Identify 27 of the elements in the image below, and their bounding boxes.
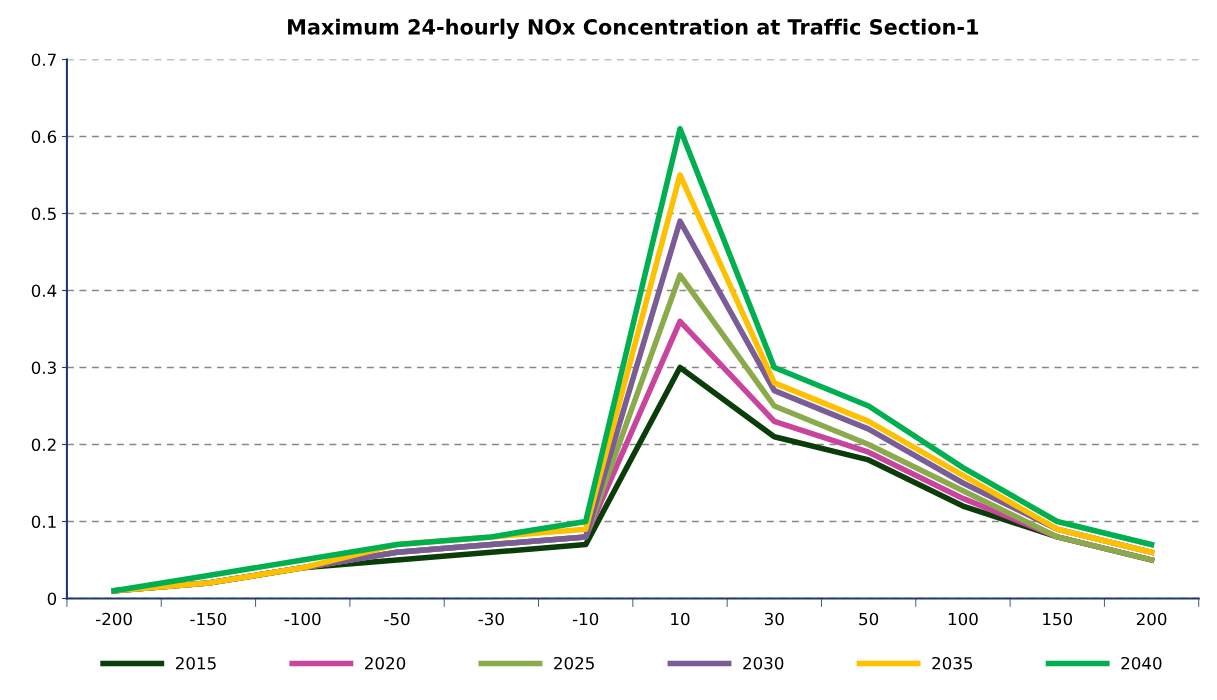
y-tick-label: 0 [47, 592, 57, 606]
x-tick-label: -150 [190, 612, 227, 626]
y-tick-label: 0.1 [31, 515, 56, 529]
legend-label: 2015 [175, 656, 216, 670]
x-tick-label: -50 [384, 612, 410, 626]
legend-label: 2030 [743, 656, 784, 670]
x-tick-label: 100 [948, 612, 978, 626]
legend-label: 2035 [932, 656, 973, 670]
y-tick-label: 0.6 [31, 130, 57, 144]
x-tick-label: -30 [478, 612, 504, 626]
x-tick-label: 30 [764, 612, 784, 626]
y-tick-label: 0.3 [31, 361, 56, 375]
y-tick-label: 0.4 [31, 284, 57, 298]
x-tick-label: 200 [1136, 612, 1167, 626]
legend-label: 2020 [365, 656, 406, 670]
x-tick-label: -200 [96, 612, 132, 626]
legend-label: 2040 [1121, 656, 1162, 670]
x-tick-label: 50 [859, 612, 879, 626]
legend-label: 2025 [554, 656, 594, 670]
x-tick-label: 150 [1043, 612, 1073, 626]
x-tick-label: -100 [284, 612, 321, 626]
x-tick-label: 10 [671, 612, 690, 626]
x-tick-label: -10 [572, 612, 599, 626]
y-tick-label: 0.2 [31, 438, 56, 452]
y-tick-label: 0.5 [31, 207, 56, 221]
y-tick-label: 0.7 [31, 53, 56, 67]
chart-title: Maximum 24-hourly NOx Concentration at Traffic Section-1 [288, 18, 979, 39]
